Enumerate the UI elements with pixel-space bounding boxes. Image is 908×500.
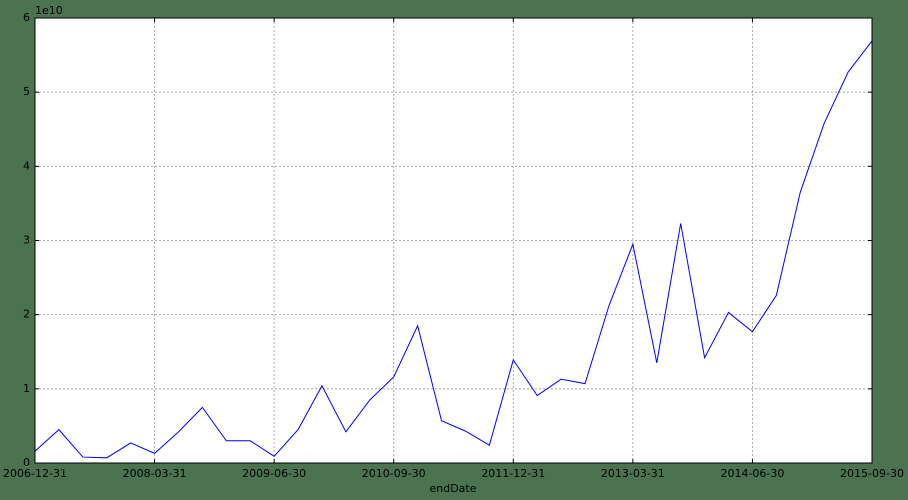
y-tick-label: 2	[23, 308, 30, 321]
axes-frame	[34, 17, 873, 464]
x-tick-label: 2013-03-31	[601, 467, 665, 480]
x-tick-label: 2009-06-30	[242, 467, 306, 480]
y-tick-label: 5	[23, 85, 30, 98]
x-tick-label: 2011-12-31	[481, 467, 545, 480]
data-line	[34, 40, 873, 459]
y-tick-label: 1	[23, 382, 30, 395]
y-tick-label: 3	[23, 234, 30, 247]
y-tick-label: 6	[23, 11, 30, 24]
x-tick-label: 2015-09-30	[840, 467, 904, 480]
y-tick-label: 4	[23, 159, 30, 172]
y-tick-label: 0	[23, 456, 30, 469]
x-tick-label: 2008-03-31	[123, 467, 187, 480]
x-tick-label: 2014-06-30	[720, 467, 784, 480]
x-tick-label: 2010-09-30	[362, 467, 426, 480]
x-tick-label: 2006-12-31	[3, 467, 67, 480]
x-axis-label: endDate	[429, 482, 476, 495]
y-offset-label: 1e10	[35, 4, 63, 17]
